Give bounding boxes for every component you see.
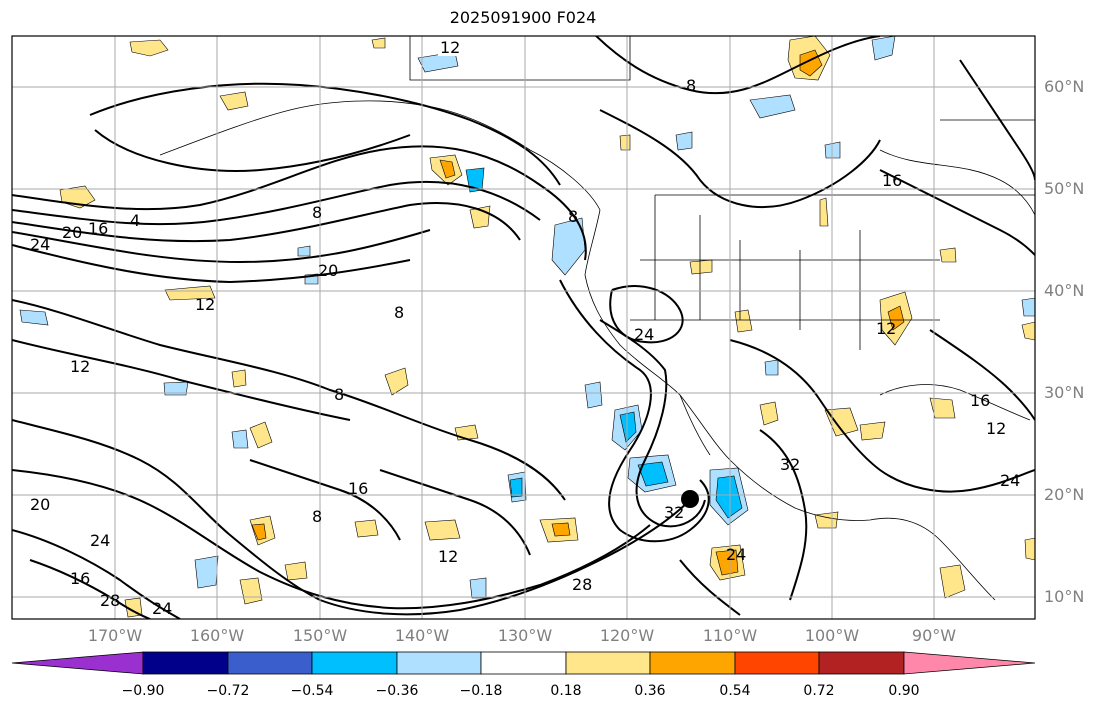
gridlines bbox=[12, 36, 1035, 619]
contour-label-24e: 24 bbox=[152, 599, 172, 618]
colorbar-segment-5 bbox=[480, 651, 567, 675]
contour-value-labels: 12 8 4 20 16 24 20 12 12 24 12 16 12 24 … bbox=[30, 38, 1020, 618]
colorbar-segment-3 bbox=[311, 651, 398, 675]
colorbar-tick-4: −0.18 bbox=[459, 683, 503, 699]
contour-label-32: 32 bbox=[780, 455, 800, 474]
lat-label-20n: 20°N bbox=[1044, 485, 1085, 504]
colorbar-tick-9: 0.90 bbox=[888, 683, 920, 699]
positive-anomaly-shading bbox=[59, 36, 1035, 618]
colorbar-segment-0 bbox=[11, 651, 144, 675]
negative-anomaly-shading bbox=[19, 36, 1035, 599]
contour-label-8c: 8 bbox=[334, 385, 344, 404]
colorbar-segment-10 bbox=[903, 651, 1036, 675]
colorbar-segment-7 bbox=[649, 651, 736, 675]
contour-label-16b: 16 bbox=[970, 391, 990, 410]
contour-label-8e: 8 bbox=[568, 207, 578, 226]
colorbar-tick-3: −0.36 bbox=[375, 683, 419, 699]
contour-label-28: 28 bbox=[100, 591, 120, 610]
contour-label-16e: 16 bbox=[882, 171, 902, 190]
colorbar-tick-5: 0.18 bbox=[550, 683, 582, 699]
colorbar-segment-1 bbox=[142, 651, 229, 675]
contour-label-8b: 8 bbox=[312, 507, 322, 526]
colorbar-tick-8: 0.72 bbox=[803, 683, 835, 699]
colorbar-segment-9 bbox=[818, 651, 905, 675]
lon-label-130w: 130°W bbox=[497, 626, 553, 645]
contour-label-12c: 12 bbox=[70, 357, 90, 376]
contour-label-12e: 12 bbox=[986, 419, 1006, 438]
colorbar-segment-8 bbox=[734, 651, 820, 675]
map-frame bbox=[11, 35, 1036, 620]
contour-label-4: 4 bbox=[130, 211, 140, 230]
contour-label-28b: 28 bbox=[572, 575, 592, 594]
lon-label-100w: 100°W bbox=[804, 626, 860, 645]
contour-label-32b: 32 bbox=[664, 503, 684, 522]
contour-label-16c: 16 bbox=[348, 479, 368, 498]
colorbar-segment-2 bbox=[227, 651, 313, 675]
contour-label-24d: 24 bbox=[90, 531, 110, 550]
contour-label-12f: 12 bbox=[438, 547, 458, 566]
lat-label-10n: 10°N bbox=[1044, 587, 1085, 606]
contour-label-8: 8 bbox=[686, 76, 696, 95]
colorbar-tick-6: 0.36 bbox=[634, 683, 666, 699]
lon-label-140w: 140°W bbox=[394, 626, 450, 645]
lat-label-40n: 40°N bbox=[1044, 281, 1085, 300]
contour-label-20c: 20 bbox=[30, 495, 50, 514]
contour-lines bbox=[12, 36, 1035, 619]
contour-label-12: 12 bbox=[440, 38, 460, 57]
lon-label-120w: 120°W bbox=[599, 626, 655, 645]
lat-label-50n: 50°N bbox=[1044, 179, 1085, 198]
contour-label-20b: 20 bbox=[318, 261, 338, 280]
contour-label-24: 24 bbox=[30, 235, 50, 254]
colorbar-tick-0: −0.90 bbox=[121, 683, 165, 699]
colorbar bbox=[11, 651, 1036, 675]
colorbar-tick-7: 0.54 bbox=[719, 683, 751, 699]
contour-label-24f: 24 bbox=[726, 545, 746, 564]
contour-label-8f: 8 bbox=[394, 303, 404, 322]
colorbar-tick-2: −0.54 bbox=[290, 683, 334, 699]
lat-label-30n: 30°N bbox=[1044, 383, 1085, 402]
contour-label-24c: 24 bbox=[1000, 471, 1020, 490]
lon-label-170w: 170°W bbox=[87, 626, 143, 645]
lat-label-60n: 60°N bbox=[1044, 77, 1085, 96]
contour-label-8d: 8 bbox=[312, 203, 322, 222]
map-title: 2025091900 F024 bbox=[449, 8, 597, 27]
lon-label-150w: 150°W bbox=[292, 626, 348, 645]
contour-label-20: 20 bbox=[62, 223, 82, 242]
colorbar-segment-6 bbox=[565, 651, 651, 675]
contour-label-12d: 12 bbox=[876, 319, 896, 338]
coastlines bbox=[159, 36, 1035, 601]
storm-center-marker bbox=[681, 490, 699, 508]
lon-label-90w: 90°W bbox=[911, 626, 957, 645]
lon-label-110w: 110°W bbox=[702, 626, 758, 645]
contour-label-16: 16 bbox=[88, 219, 108, 238]
contour-label-12b: 12 bbox=[195, 295, 215, 314]
map-background bbox=[12, 36, 1035, 619]
lon-label-160w: 160°W bbox=[189, 626, 245, 645]
contour-label-24b: 24 bbox=[634, 325, 654, 344]
colorbar-tick-1: −0.72 bbox=[206, 683, 250, 699]
contour-label-16d: 16 bbox=[70, 569, 90, 588]
colorbar-segment-4 bbox=[396, 651, 482, 675]
